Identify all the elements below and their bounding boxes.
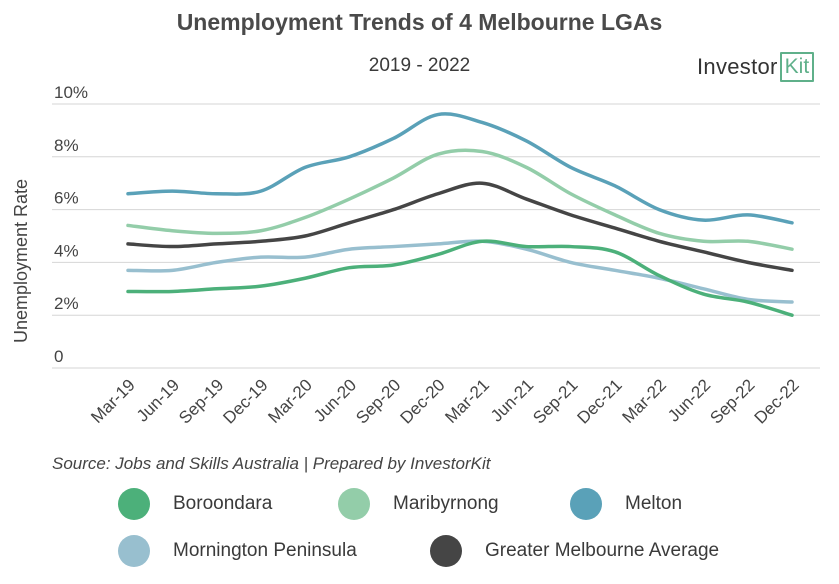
x-tick-label: Dec-19 [219,375,271,427]
chart-title: Unemployment Trends of 4 Melbourne LGAs [176,9,663,35]
legend-label: Melton [625,493,683,514]
x-tick-label: Mar-19 [87,375,139,427]
x-tick-label: Mar-22 [619,375,671,427]
legend-swatch [430,535,462,567]
x-tick-label: Sep-21 [529,375,581,427]
investorkit-logo: Investor Kit [697,51,815,83]
x-tick-label: Jun-20 [310,375,360,425]
x-tick-label: Sep-22 [706,375,758,427]
legend-label: Maribyrnong [393,493,499,514]
x-tick-label: Sep-20 [352,375,404,427]
series-line-mornington-peninsula [126,239,794,304]
chart-subtitle: 2019 - 2022 [368,55,471,76]
legend-swatch [570,488,602,520]
legend-label: Boroondara [173,493,273,514]
series-line-greater-melbourne-average [126,181,794,273]
y-tick-label: 0 [54,347,63,366]
legend-label: Mornington Peninsula [173,540,357,561]
x-tick-label: Dec-22 [751,375,803,427]
x-tick-label: Sep-19 [175,375,227,427]
series-line-melton [126,112,794,225]
source-note: Source: Jobs and Skills Australia | Prep… [52,454,491,473]
series-line-maribyrnong [126,148,794,251]
logo-text: Investor [697,54,778,79]
y-tick-label: 2% [54,294,79,313]
legend-item-maribyrnong[interactable]: Maribyrnong [338,488,499,520]
x-tick-label: Mar-20 [264,375,316,427]
y-tick-label: 4% [54,241,79,260]
x-tick-label: Mar-21 [441,375,493,427]
y-tick-label: 6% [54,189,79,208]
x-tick-label: Jun-19 [133,375,183,425]
legend-swatch [118,535,150,567]
logo-box-text: Kit [779,52,815,82]
legend-swatch [118,488,150,520]
x-tick-label: Jun-22 [664,375,714,425]
legend-item-mornington-peninsula[interactable]: Mornington Peninsula [118,535,357,567]
legend-item-boroondara[interactable]: Boroondara [118,488,272,520]
legend-item-greater-melbourne-average[interactable]: Greater Melbourne Average [430,535,719,567]
y-tick-label: 10% [54,83,88,102]
x-tick-label: Dec-20 [397,375,449,427]
x-tick-label: Jun-21 [487,375,537,425]
legend-label: Greater Melbourne Average [485,540,720,561]
y-axis-label: Unemployment Rate [11,179,31,343]
x-tick-label: Dec-21 [574,375,626,427]
legend-item-melton[interactable]: Melton [570,488,682,520]
y-tick-label: 8% [54,136,79,155]
legend-swatch [338,488,370,520]
series-line-boroondara [126,239,794,317]
